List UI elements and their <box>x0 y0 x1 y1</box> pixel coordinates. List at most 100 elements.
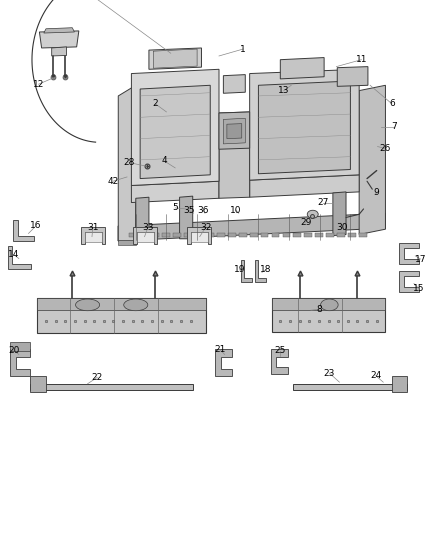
Polygon shape <box>293 384 407 390</box>
Polygon shape <box>228 233 236 237</box>
Text: 20: 20 <box>8 346 20 355</box>
Polygon shape <box>219 112 250 198</box>
Text: 21: 21 <box>214 345 226 354</box>
Polygon shape <box>223 75 245 93</box>
Polygon shape <box>149 48 201 69</box>
Polygon shape <box>250 69 359 180</box>
Text: 17: 17 <box>415 255 426 263</box>
Ellipse shape <box>124 299 148 311</box>
Text: 12: 12 <box>33 80 44 88</box>
Text: 26: 26 <box>379 144 390 152</box>
Polygon shape <box>255 260 266 282</box>
Text: 16: 16 <box>30 222 42 230</box>
Text: 2: 2 <box>153 100 158 108</box>
Text: 23: 23 <box>324 369 335 377</box>
Text: 36: 36 <box>198 206 209 215</box>
Polygon shape <box>52 47 67 56</box>
Text: 10: 10 <box>230 206 241 214</box>
Ellipse shape <box>307 211 318 219</box>
Polygon shape <box>187 227 211 244</box>
Polygon shape <box>261 233 268 237</box>
Polygon shape <box>118 224 136 241</box>
Polygon shape <box>13 220 34 241</box>
Polygon shape <box>217 233 225 237</box>
Text: 22: 22 <box>92 373 103 382</box>
Text: 8: 8 <box>316 305 322 313</box>
Polygon shape <box>271 349 288 374</box>
Text: 7: 7 <box>391 123 397 131</box>
Text: 13: 13 <box>278 86 290 95</box>
Polygon shape <box>227 124 242 139</box>
Polygon shape <box>30 384 193 390</box>
Polygon shape <box>304 233 312 237</box>
Polygon shape <box>337 233 345 237</box>
Polygon shape <box>8 246 31 269</box>
Polygon shape <box>250 175 359 197</box>
Text: 31: 31 <box>87 223 99 231</box>
Polygon shape <box>348 233 356 237</box>
Polygon shape <box>399 271 419 292</box>
Text: 28: 28 <box>124 158 135 167</box>
Polygon shape <box>326 233 334 237</box>
Polygon shape <box>131 181 219 203</box>
Polygon shape <box>315 233 323 237</box>
Polygon shape <box>293 233 301 237</box>
Polygon shape <box>140 233 148 237</box>
Polygon shape <box>184 233 192 237</box>
Polygon shape <box>258 81 350 174</box>
Polygon shape <box>44 28 74 33</box>
Text: 32: 32 <box>200 223 212 231</box>
Polygon shape <box>85 232 102 242</box>
Polygon shape <box>118 240 136 245</box>
Polygon shape <box>241 260 252 282</box>
Text: 11: 11 <box>356 55 367 64</box>
Polygon shape <box>37 298 206 310</box>
Text: 1: 1 <box>240 45 246 53</box>
Text: 9: 9 <box>374 189 380 197</box>
Text: 24: 24 <box>370 372 381 380</box>
Polygon shape <box>195 233 203 237</box>
Polygon shape <box>173 233 181 237</box>
Ellipse shape <box>321 299 338 311</box>
Polygon shape <box>137 232 154 242</box>
Text: 19: 19 <box>234 265 245 274</box>
Polygon shape <box>239 233 247 237</box>
Polygon shape <box>206 233 214 237</box>
Polygon shape <box>333 192 346 236</box>
Polygon shape <box>129 233 137 237</box>
Polygon shape <box>10 342 30 351</box>
Polygon shape <box>133 227 158 244</box>
Polygon shape <box>140 85 210 179</box>
Polygon shape <box>136 197 149 241</box>
Polygon shape <box>283 233 290 237</box>
Text: 4: 4 <box>162 157 167 165</box>
Text: 27: 27 <box>318 198 329 207</box>
Polygon shape <box>359 85 385 235</box>
Polygon shape <box>151 233 159 237</box>
Polygon shape <box>131 69 219 185</box>
Polygon shape <box>337 67 368 86</box>
Polygon shape <box>162 233 170 237</box>
Polygon shape <box>118 213 385 241</box>
Polygon shape <box>10 349 30 376</box>
Polygon shape <box>272 233 279 237</box>
Polygon shape <box>180 196 193 239</box>
Text: 25: 25 <box>275 346 286 355</box>
Polygon shape <box>250 233 258 237</box>
Polygon shape <box>153 49 197 68</box>
Polygon shape <box>39 31 79 48</box>
Text: 30: 30 <box>337 223 348 231</box>
Polygon shape <box>219 112 250 149</box>
Polygon shape <box>272 298 385 332</box>
Polygon shape <box>191 232 208 242</box>
Polygon shape <box>118 85 136 241</box>
Text: 15: 15 <box>413 285 425 293</box>
Polygon shape <box>359 233 367 237</box>
Text: 42: 42 <box>107 177 119 185</box>
Polygon shape <box>392 376 407 392</box>
Text: 6: 6 <box>389 100 395 108</box>
Polygon shape <box>215 349 232 376</box>
Text: 14: 14 <box>8 251 20 259</box>
Text: 5: 5 <box>172 204 178 212</box>
Text: 33: 33 <box>142 223 154 231</box>
